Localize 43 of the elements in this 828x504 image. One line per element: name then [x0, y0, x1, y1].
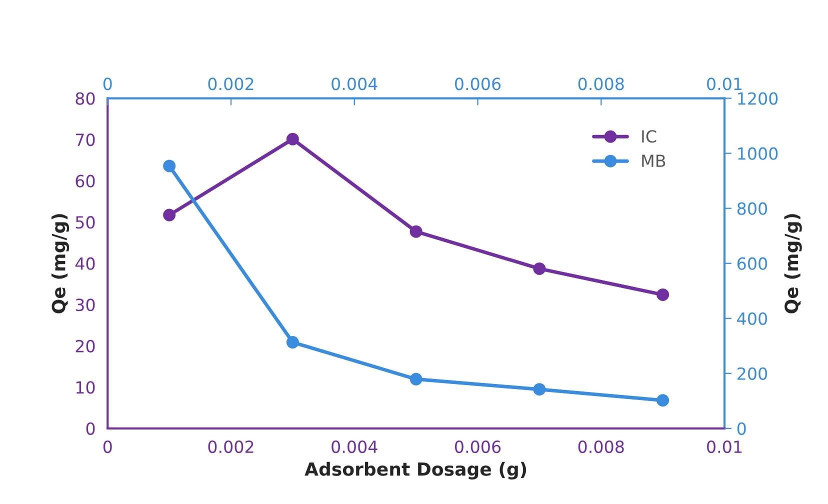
- x2-tick-label: 0.008: [578, 78, 624, 90]
- x-tick-label: 0.01: [707, 440, 742, 454]
- point: [410, 225, 422, 238]
- point: [656, 288, 670, 301]
- point: [163, 160, 176, 172]
- x-axis-title: Adsorbent Dosage (g): [304, 462, 526, 480]
- y-tick-label: 40: [75, 257, 95, 270]
- x2-tick-label: 0.006: [455, 78, 501, 90]
- y-tick-label: 60: [76, 174, 95, 188]
- y2-tick-label: 1200: [738, 92, 778, 105]
- x2-tick-label: 0: [103, 78, 112, 90]
- point: [656, 394, 670, 407]
- y2-tick-label: 200: [738, 367, 768, 380]
- y2-axis-title: Qe (mg/g): [784, 214, 802, 314]
- legend-label: MB: [642, 154, 666, 167]
- point: [410, 372, 422, 386]
- x2-tick-label: 0.002: [208, 78, 254, 90]
- x-tick-label: 0.002: [208, 440, 254, 454]
- y-tick-label: 20: [76, 340, 95, 352]
- y2-tick-label: 800: [737, 202, 768, 215]
- point: [286, 132, 299, 146]
- point: [533, 383, 546, 396]
- point: [286, 336, 299, 349]
- x-tick-label: 0: [103, 440, 112, 454]
- x-tick-label: 0.008: [578, 440, 624, 454]
- y-tick-label: 0: [86, 422, 95, 435]
- y-tick-label: 30: [76, 298, 95, 312]
- point: [533, 262, 546, 275]
- x-tick-label: 0.006: [455, 440, 501, 454]
- y2-tick-label: 1000: [738, 147, 778, 160]
- x2-tick-label: 0.004: [332, 78, 378, 90]
- y-tick-label: 50: [76, 216, 95, 229]
- point: [163, 208, 176, 222]
- y-axis-title: Qe (mg/g): [51, 214, 70, 314]
- legend-label: IC: [642, 130, 656, 143]
- x2-tick-label: 0.01: [707, 78, 742, 90]
- y2-tick-label: 0: [737, 422, 746, 435]
- x-tick-label: 0.004: [332, 440, 378, 454]
- y2-tick-label: 600: [737, 257, 768, 270]
- y2-tick-label: 400: [737, 312, 768, 325]
- y-tick-label: 10: [76, 381, 95, 394]
- y-tick-label: 80: [76, 92, 95, 105]
- y-tick-label: 70: [76, 134, 95, 146]
